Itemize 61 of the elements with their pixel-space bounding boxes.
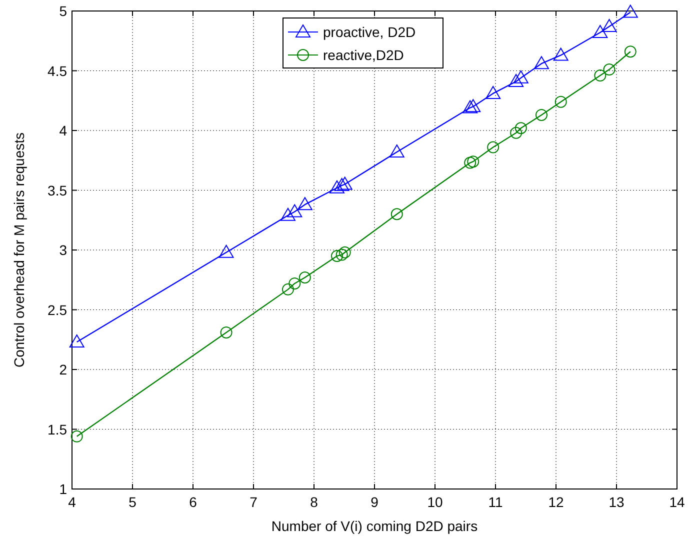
x-tick-label: 5 xyxy=(128,494,137,510)
point xyxy=(466,99,481,112)
y-tick-label: 1.5 xyxy=(48,421,68,438)
y-tick-label: 2.5 xyxy=(48,302,68,318)
x-tick-label: 11 xyxy=(488,494,503,510)
x-tick-label: 13 xyxy=(608,494,624,510)
y-tick-label: 2 xyxy=(59,362,68,378)
point xyxy=(553,48,568,61)
point xyxy=(514,122,527,134)
point xyxy=(602,19,617,32)
point xyxy=(535,108,548,121)
point xyxy=(467,156,480,168)
point xyxy=(337,176,352,190)
y-axis-title: Control overhead for M pairs requests xyxy=(11,132,27,368)
point xyxy=(282,283,294,296)
point xyxy=(69,334,84,348)
point xyxy=(534,56,549,70)
point xyxy=(508,74,524,88)
point xyxy=(288,277,301,290)
x-tick-label: 7 xyxy=(250,494,258,510)
x-axis-title: Number of V(i) coming D2D pairs xyxy=(271,518,478,534)
point xyxy=(462,100,478,114)
y-tick-label: 4.5 xyxy=(48,62,68,79)
point xyxy=(624,46,636,58)
point xyxy=(389,144,404,158)
point xyxy=(594,70,606,82)
point xyxy=(486,86,501,99)
point xyxy=(298,271,311,284)
x-tick-label: 12 xyxy=(548,494,564,510)
x-tick-label: 9 xyxy=(370,494,379,510)
y-tick-label: 4 xyxy=(59,122,68,138)
point xyxy=(554,96,567,108)
y-tick-label: 3.5 xyxy=(48,182,68,198)
point xyxy=(70,430,83,442)
legend-label: proactive, D2D xyxy=(323,24,416,40)
y-tick-label: 5 xyxy=(59,3,68,19)
x-tick-label: 14 xyxy=(669,494,685,510)
x-tick-label: 6 xyxy=(189,494,198,510)
point xyxy=(603,64,616,76)
point xyxy=(338,246,351,258)
x-tick-label: 8 xyxy=(310,494,318,510)
point xyxy=(390,208,403,220)
point xyxy=(329,180,344,194)
point xyxy=(510,126,522,139)
x-tick-label: 10 xyxy=(427,494,443,510)
point xyxy=(218,244,234,258)
point xyxy=(287,204,302,218)
point xyxy=(592,25,608,38)
point xyxy=(220,326,232,338)
point xyxy=(334,178,350,191)
point xyxy=(487,141,500,154)
point xyxy=(622,4,638,18)
point xyxy=(336,248,348,261)
point xyxy=(297,197,312,210)
point xyxy=(330,250,343,262)
y-tick-label: 3 xyxy=(59,242,68,258)
point xyxy=(464,156,476,169)
point xyxy=(513,70,528,84)
legend-label: reactive,D2D xyxy=(323,47,404,63)
y-tick-label: 1 xyxy=(59,481,68,497)
point xyxy=(280,208,296,221)
